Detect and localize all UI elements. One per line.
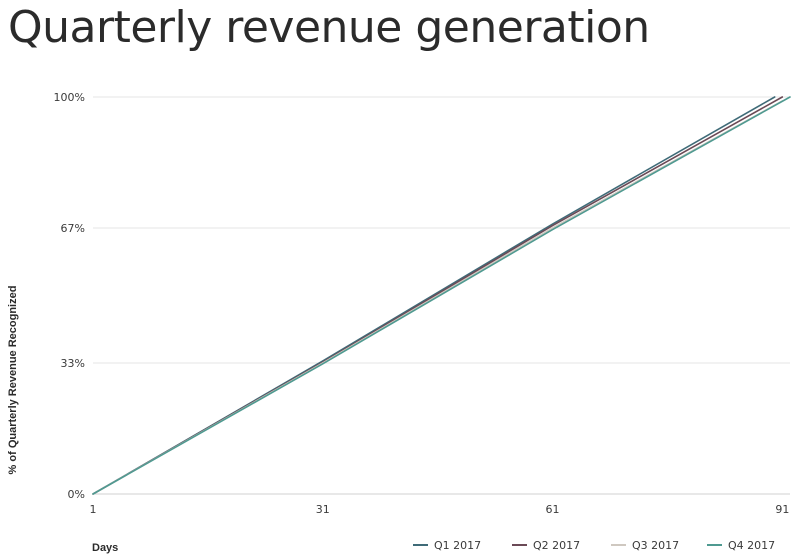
x-tick-label: 1: [90, 503, 97, 516]
y-tick-label: 100%: [54, 91, 85, 104]
y-tick-label: 67%: [61, 222, 85, 235]
y-axis-ticks: 0% 33% 67% 100%: [54, 91, 85, 501]
y-tick-label: 33%: [61, 357, 85, 370]
gridlines: [93, 96, 790, 495]
x-tick-label: 91: [775, 503, 789, 516]
legend-label: Q4 2017: [728, 539, 775, 552]
x-tick-label: 31: [316, 503, 330, 516]
legend-label: Q2 2017: [533, 539, 580, 552]
series-lines: [92, 96, 791, 495]
legend-label: Q1 2017: [434, 539, 481, 552]
legend-label: Q3 2017: [632, 539, 679, 552]
chart-title: Quarterly revenue generation: [8, 2, 650, 53]
legend: Q1 2017 Q2 2017 Q3 2017 Q4 2017: [413, 539, 775, 552]
x-axis-label: Days: [92, 542, 118, 554]
y-tick-label: 0%: [68, 488, 85, 501]
x-axis-ticks: 1 31 61 91: [90, 503, 790, 516]
x-tick-label: 61: [546, 503, 560, 516]
y-axis-label: % of Quarterly Revenue Recognized: [7, 286, 19, 475]
series-line: [92, 96, 791, 495]
